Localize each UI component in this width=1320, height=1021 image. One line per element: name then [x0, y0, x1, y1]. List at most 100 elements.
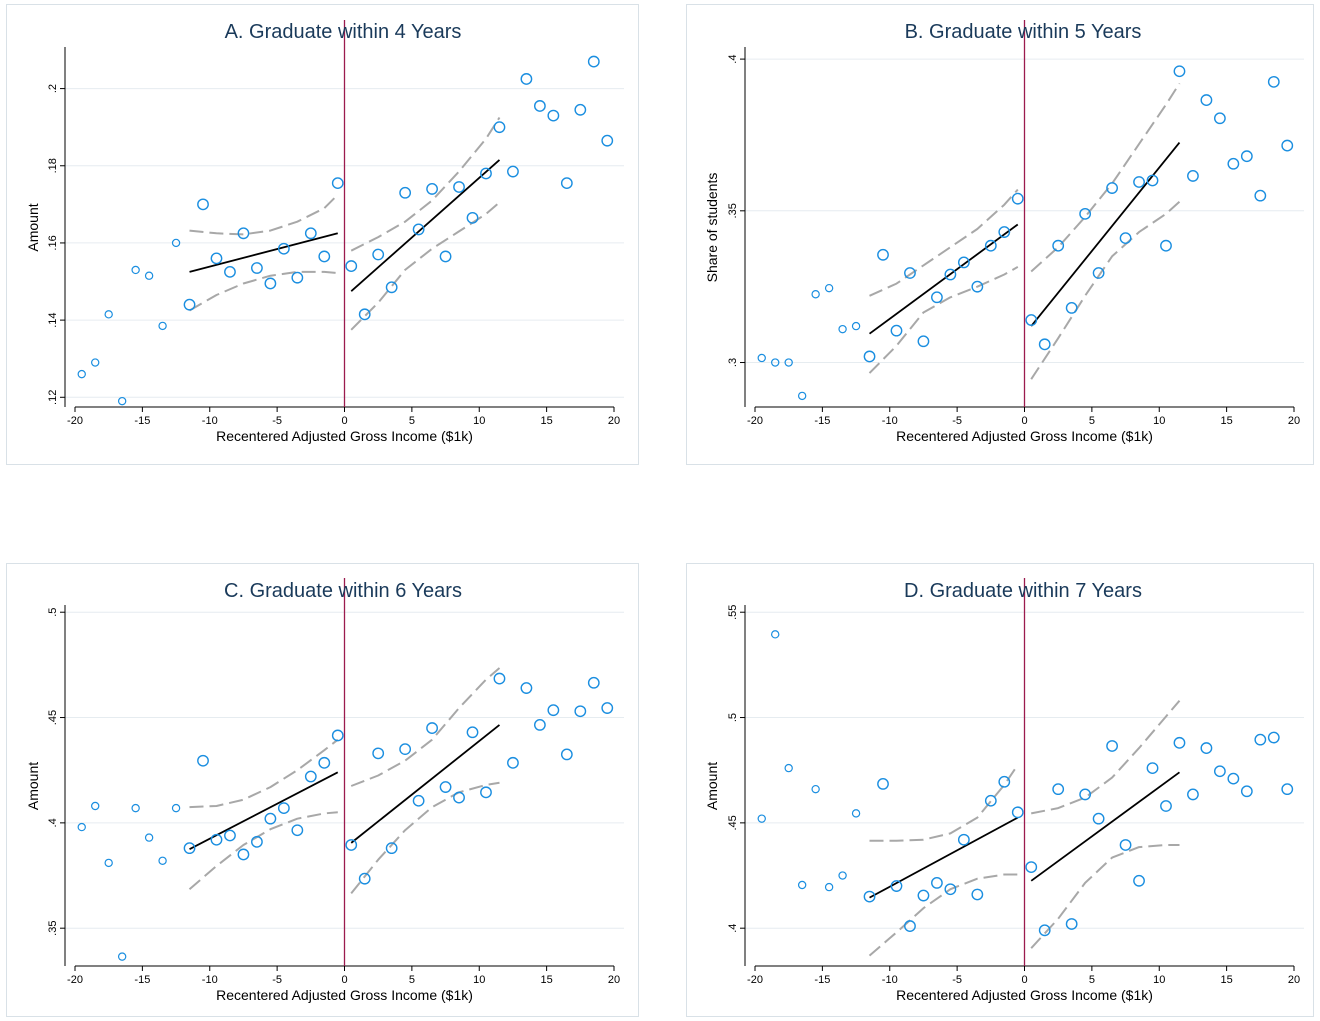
x-tick-label: -20 [67, 974, 83, 986]
y-axis-label: Amount [704, 762, 720, 810]
scatter-point [466, 211, 479, 224]
scatter-point [453, 181, 465, 193]
ci-right-lower-curve [1030, 200, 1181, 380]
scatter-point [466, 726, 479, 739]
fit-line-right [1030, 141, 1181, 327]
chart-title: B. Graduate within 5 Years [905, 21, 1142, 43]
scatter-point-small [171, 238, 181, 248]
scatter-point [1173, 65, 1186, 78]
scatter-point [1254, 733, 1267, 746]
ci-left-lower-curve [189, 270, 338, 312]
scatter-point [1038, 924, 1051, 937]
y-tick-label: .4 [727, 55, 739, 64]
scatter-point [998, 775, 1011, 788]
scatter-point [197, 198, 209, 211]
scatter-point [385, 281, 398, 294]
scatter-point [1240, 785, 1253, 798]
scatter-point-small [131, 265, 140, 275]
y-tick-label: .16 [47, 235, 59, 250]
ci-left-lower-curve [868, 266, 1019, 374]
scatter-point [237, 227, 250, 240]
ci-left-lower-curve [868, 873, 1018, 957]
scatter-point [1173, 736, 1186, 749]
scatter-point [1267, 75, 1280, 88]
scatter-point [493, 121, 506, 134]
scatter-point-small [104, 858, 113, 868]
scatter-point [385, 842, 398, 855]
scatter-point [520, 73, 533, 85]
fit-line-right [1030, 771, 1180, 882]
x-tick-label: 15 [1221, 974, 1233, 986]
x-tick-label: -15 [134, 415, 150, 427]
scatter-point [1092, 812, 1105, 825]
scatter-point-small [824, 283, 834, 293]
scatter-point [957, 256, 970, 269]
x-axis-label: Recentered Adjusted Gross Income ($1k) [896, 428, 1153, 444]
scatter-point [277, 242, 290, 255]
scatter-point-small [171, 803, 181, 813]
y-tick-label: .18 [47, 158, 59, 173]
scatter-point [587, 676, 600, 689]
y-tick-label: .4 [727, 924, 739, 933]
scatter-point-small [91, 801, 100, 811]
scatter-point [863, 350, 876, 363]
scatter-point [904, 920, 916, 932]
scatter-point [1052, 783, 1065, 796]
x-tick-label: -20 [747, 415, 763, 427]
scatter-point [1133, 176, 1145, 188]
scatter-point-small [158, 321, 167, 331]
x-tick-label: 20 [1288, 415, 1300, 427]
scatter-point [372, 248, 385, 261]
scatter-point-small [838, 871, 847, 880]
scatter-point [1079, 788, 1092, 801]
scatter-point-small [117, 396, 127, 406]
scatter-point [1065, 302, 1078, 314]
panel-b: .3 .35 .4 -20 -15 -10 -5 0 5 10 15 20 B. Graduate wi… [704, 20, 1304, 444]
scatter-point [1119, 232, 1132, 245]
chart-title: A. Graduate within 4 Years [225, 21, 462, 43]
y-tick-label: .45 [47, 710, 59, 725]
scatter-point [426, 183, 438, 195]
scatter-point [507, 756, 519, 769]
x-axis-label: Recentered Adjusted Gross Income ($1k) [896, 987, 1153, 1003]
panel-a-frame [6, 4, 639, 465]
x-tick-label: -5 [272, 974, 282, 986]
y-tick-label: .5 [727, 713, 739, 722]
scatter-point [1281, 139, 1294, 152]
x-tick-label: -5 [272, 415, 282, 427]
scatter-point-small [811, 290, 820, 299]
scatter-point [1052, 239, 1065, 252]
scatter-point [1025, 314, 1038, 326]
chart-title: C. Graduate within 6 Years [224, 580, 462, 602]
scatter-point [453, 791, 465, 804]
scatter-point [1227, 157, 1240, 170]
scatter-point [931, 876, 943, 889]
scatter-point-small [104, 310, 113, 319]
y-tick-label: .12 [47, 390, 59, 405]
scatter-point [291, 824, 304, 837]
x-tick-label: -10 [882, 974, 898, 986]
scatter-point [1187, 170, 1199, 182]
scatter-point [345, 839, 358, 851]
fit-line-left [189, 771, 339, 850]
y-tick-label: .35 [727, 203, 739, 218]
scatter-point [358, 872, 371, 885]
scatter-point-small [784, 763, 793, 773]
scatter-point [533, 719, 546, 731]
x-tick-label: 15 [541, 415, 553, 427]
ci-right-lower-curve [1030, 844, 1180, 949]
y-tick-label: .35 [47, 921, 59, 936]
scatter-point [1187, 788, 1199, 801]
x-tick-label: -15 [814, 415, 830, 427]
scatter-point [904, 267, 916, 279]
scatter-point [1011, 806, 1024, 819]
scatter-point [264, 277, 277, 290]
scatter-point [1025, 861, 1038, 874]
scatter-point [1106, 740, 1118, 752]
scatter-point [863, 890, 876, 903]
scatter-point-small [824, 882, 834, 892]
x-tick-label: 0 [341, 415, 347, 427]
x-tick-label: 5 [1089, 415, 1095, 427]
x-tick-label: 0 [341, 974, 347, 986]
